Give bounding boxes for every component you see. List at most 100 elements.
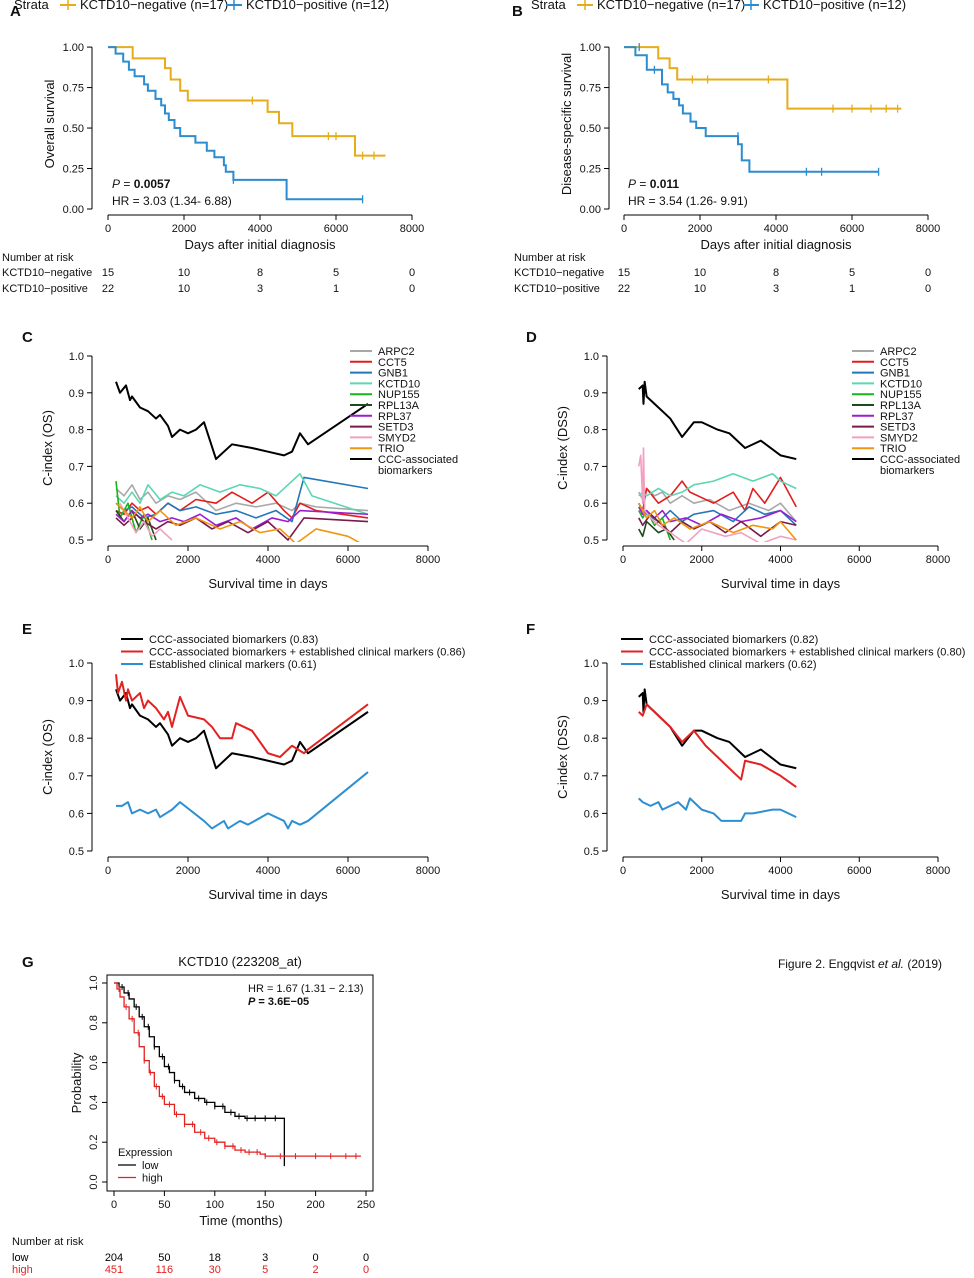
x-axis-title: Days after initial diagnosis: [184, 237, 336, 252]
series-line-cct5: [638, 476, 797, 512]
risk-count: 1: [333, 283, 339, 295]
y-axis-title: C-index (DSS): [555, 715, 570, 799]
chart-panel-c: 0 2000 4000 6000 8000 0.5 0.6 0.7 0.8 0.9 1.0 Survi…: [40, 346, 458, 591]
risk-count: 3: [262, 1252, 268, 1264]
legend-item: TRIO: [880, 443, 907, 455]
x-tick-label: 6000: [336, 554, 360, 566]
legend-item: SETD3: [880, 422, 915, 434]
hazard-ratio-text: HR = 1.67 (1.31 − 2.13): [248, 983, 364, 995]
risk-count: 2: [313, 1264, 319, 1276]
y-tick-label: 0.25: [580, 164, 601, 176]
risk-count: 0: [409, 283, 415, 295]
x-tick-label: 2000: [690, 865, 714, 877]
panel-label: F: [526, 621, 535, 638]
legend-item: RPL13A: [880, 400, 922, 412]
x-tick-label: 8000: [416, 554, 440, 566]
p-value-text: P = 0.011: [628, 177, 679, 191]
y-tick-label: 0.7: [69, 771, 84, 783]
legend-item: NUP155: [378, 389, 420, 401]
y-tick-label: 1.00: [580, 42, 601, 54]
risk-count: 10: [694, 267, 706, 279]
series-group: [637, 380, 797, 542]
y-tick-label: 0.7: [69, 461, 84, 473]
series-line-kctd10: [115, 472, 369, 516]
x-tick-label: 6000: [336, 865, 360, 877]
risk-count: 15: [618, 267, 630, 279]
risk-count: 30: [209, 1264, 221, 1276]
chart-panel-b: 0 2000 4000 6000 8000 0.00 0.25 0.50 0.75 1.00 Day…: [514, 0, 940, 295]
series-line-trio: [115, 502, 360, 542]
y-axis-title: Overall survival: [42, 79, 57, 168]
y-tick-label: 0.5: [69, 535, 84, 547]
risk-count: 10: [694, 283, 706, 295]
x-axis-title: Survival time in days: [721, 887, 841, 902]
chart-title: KCTD10 (223208_at): [178, 954, 302, 969]
x-tick-label: 2000: [690, 554, 714, 566]
x-tick-label: 2000: [172, 223, 196, 235]
y-tick-label: 1.0: [88, 975, 100, 990]
y-tick-label: 0.4: [88, 1095, 100, 1110]
x-tick-label: 50: [158, 1199, 170, 1211]
risk-count: 22: [618, 283, 630, 295]
legend-item: KCTD10−positive (n=12): [763, 0, 906, 12]
y-tick-label: 0.25: [63, 164, 84, 176]
risk-count: 0: [409, 267, 415, 279]
plot-frame: [106, 974, 374, 1192]
y-tick-label: 0.9: [69, 696, 84, 708]
hazard-ratio-text: HR = 3.03 (1.34- 6.88): [112, 194, 232, 208]
panel-label: B: [512, 3, 523, 20]
series-line-ccc-associated-biomarkers-0-83-: [115, 688, 369, 770]
chart-panel-d: 0 2000 4000 6000 8000 0.5 0.6 0.7 0.8 0.9 1.0 Survi…: [555, 346, 960, 591]
risk-count: 22: [102, 283, 114, 295]
p-value-text: P = 3.6E−05: [248, 996, 309, 1008]
legend-item: ARPC2: [378, 346, 415, 358]
x-tick-label: 0: [105, 223, 111, 235]
x-tick-label: 0: [620, 865, 626, 877]
y-axis-title: C-index (DSS): [555, 406, 570, 490]
risk-row-label: high: [12, 1264, 33, 1276]
legend-item: CCC-associated biomarkers + established …: [649, 647, 965, 659]
risk-count: 10: [178, 283, 190, 295]
y-tick-label: 0.6: [584, 498, 599, 510]
y-tick-label: 0.8: [88, 1015, 100, 1030]
legend-item: CCC-associated biomarkers + established …: [149, 647, 465, 659]
legend-item: CCC-associated: [378, 454, 458, 466]
y-tick-label: 0.8: [69, 733, 84, 745]
risk-count: 0: [313, 1252, 319, 1264]
y-tick-label: 0.8: [69, 425, 84, 437]
hazard-ratio-text: HR = 3.54 (1.26- 9.91): [628, 194, 748, 208]
risk-row-label: KCTD10−positive: [2, 283, 88, 295]
legend-item: RPL37: [880, 411, 914, 423]
legend-item: SMYD2: [378, 432, 416, 444]
x-tick-label: 8000: [400, 223, 424, 235]
y-tick-label: 0.00: [63, 204, 84, 216]
x-axis-title: Survival time in days: [208, 887, 328, 902]
km-curve-high: [114, 982, 361, 1157]
x-tick-label: 0: [111, 1199, 117, 1211]
y-tick-label: 0.0: [88, 1174, 100, 1189]
risk-count: 3: [257, 283, 263, 295]
legend-item: NUP155: [880, 389, 922, 401]
series-line-ccc-associated-biomarkers-established-cl: [115, 674, 369, 758]
y-tick-label: 0.6: [584, 808, 599, 820]
risk-count: 0: [925, 267, 931, 279]
legend-item: KCTD10−positive (n=12): [246, 0, 389, 12]
risk-row-label: KCTD10−negative: [2, 267, 92, 279]
legend-item: ARPC2: [880, 346, 917, 358]
legend-title: Expression: [118, 1147, 172, 1159]
chart-panel-a: 0 2000 4000 6000 8000 0.00 0.25 0.50 0.75 1.00 Day…: [2, 0, 424, 295]
y-tick-label: 0.50: [580, 123, 601, 135]
p-value-text: P = 0.0057: [112, 177, 171, 191]
risk-count: 15: [102, 267, 114, 279]
x-tick-label: 200: [306, 1199, 324, 1211]
legend-item: KCTD10−negative (n=17): [80, 0, 228, 12]
legend-item: GNB1: [378, 368, 408, 380]
panel-label: G: [22, 954, 34, 971]
y-tick-label: 0.5: [584, 535, 599, 547]
x-axis-title: Survival time in days: [208, 576, 328, 591]
panel-label: A: [10, 3, 21, 20]
risk-count: 50: [158, 1252, 170, 1264]
legend-title: Strata: [531, 0, 566, 12]
risk-count: 204: [105, 1252, 123, 1264]
series-line-arpc2: [115, 484, 369, 512]
